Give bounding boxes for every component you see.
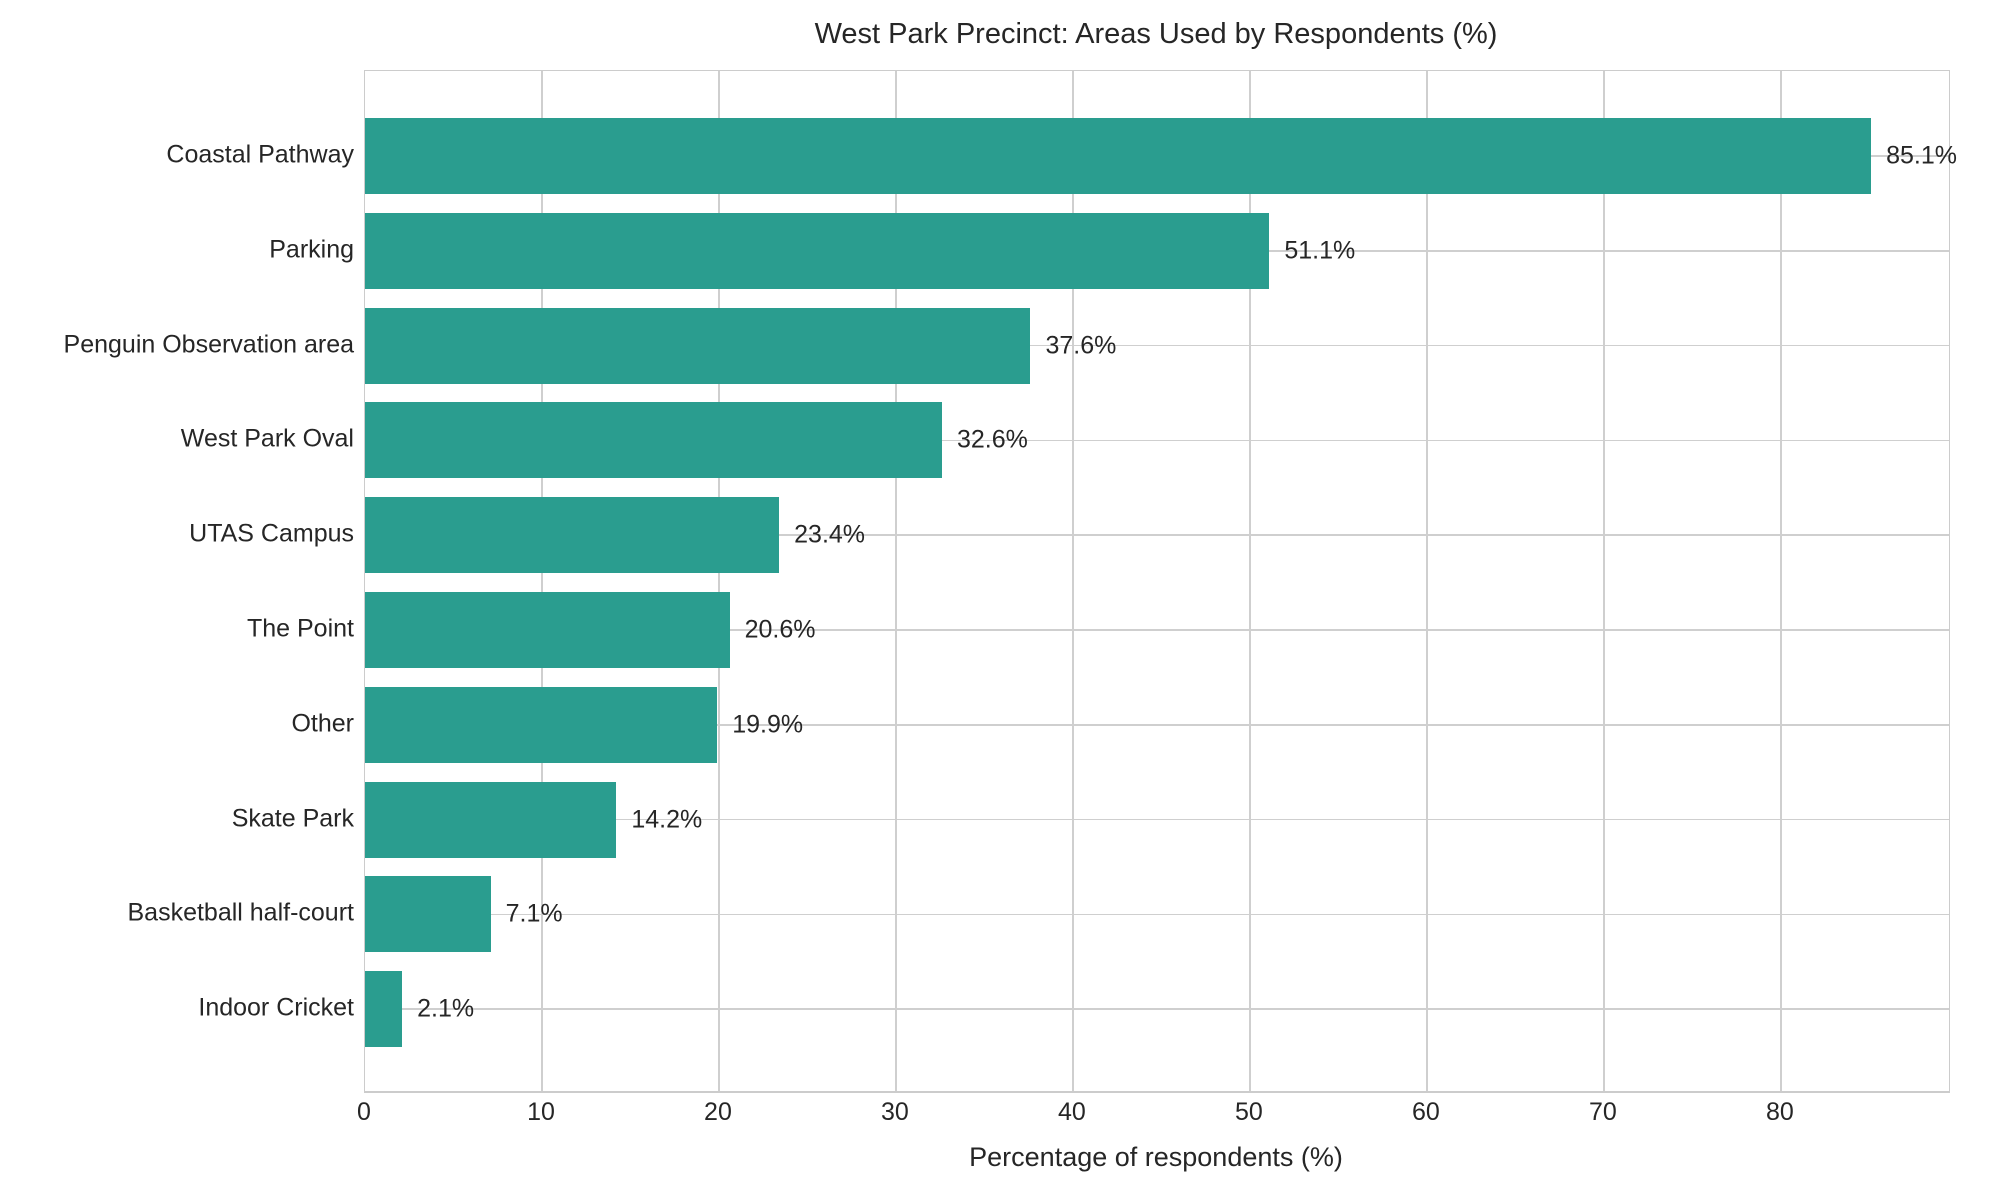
chart-title: West Park Precinct: Areas Used by Respon… bbox=[814, 18, 1498, 50]
value-label: 85.1% bbox=[1886, 141, 1958, 170]
value-label: 7.1% bbox=[505, 899, 563, 928]
bar bbox=[365, 592, 730, 668]
category-label: Parking bbox=[269, 235, 354, 264]
gridline-horizontal bbox=[365, 534, 1949, 536]
x-tick-label: 20 bbox=[704, 1098, 732, 1126]
gridline-vertical bbox=[1249, 71, 1251, 1091]
x-tick-label: 70 bbox=[1588, 1098, 1617, 1126]
category-label: The Point bbox=[246, 614, 354, 643]
x-tick-label: 50 bbox=[1235, 1098, 1263, 1126]
x-axis-label: Percentage of respondents (%) bbox=[969, 1142, 1343, 1172]
bar bbox=[365, 118, 1872, 194]
x-tick-label: 30 bbox=[881, 1098, 909, 1126]
gridline-horizontal bbox=[365, 1008, 1949, 1010]
category-label: Indoor Cricket bbox=[198, 993, 354, 1022]
bar bbox=[365, 781, 617, 858]
bar bbox=[365, 402, 942, 479]
category-label: West Park Oval bbox=[180, 424, 354, 453]
x-tick-label: 40 bbox=[1058, 1098, 1086, 1126]
category-label: Coastal Pathway bbox=[166, 140, 354, 169]
gridline-vertical bbox=[541, 71, 543, 1091]
value-label: 19.9% bbox=[732, 710, 804, 739]
value-label: 2.1% bbox=[417, 994, 475, 1023]
value-label: 23.4% bbox=[794, 520, 866, 549]
value-label: 14.2% bbox=[631, 805, 703, 834]
bar bbox=[365, 497, 780, 574]
gridline-horizontal bbox=[365, 913, 1949, 916]
gridline-horizontal bbox=[365, 724, 1949, 726]
x-tick-label: 80 bbox=[1765, 1098, 1794, 1126]
value-label: 20.6% bbox=[744, 615, 816, 644]
x-tick-label: 60 bbox=[1411, 1098, 1440, 1126]
category-label: Penguin Observation area bbox=[63, 330, 354, 359]
bar bbox=[365, 212, 1270, 289]
gridline-vertical bbox=[895, 71, 897, 1091]
value-label: 37.6% bbox=[1045, 331, 1117, 360]
gridline-horizontal bbox=[365, 344, 1949, 347]
category-label: Skate Park bbox=[231, 804, 354, 833]
gridline-horizontal bbox=[365, 818, 1949, 821]
plot-area: 85.1% 51.1% 37.6% 32.6% 23.4% 20.6% 19.9% 14.2%… bbox=[364, 70, 1957, 1093]
gridline-vertical bbox=[1780, 71, 1782, 1091]
category-label: UTAS Campus bbox=[189, 519, 354, 548]
bar bbox=[365, 876, 491, 953]
x-tick-label: 10 bbox=[527, 1098, 555, 1126]
gridline-horizontal bbox=[365, 439, 1949, 442]
gridline-horizontal bbox=[365, 629, 1949, 631]
x-tick-label: 0 bbox=[357, 1098, 371, 1126]
bar bbox=[365, 307, 1031, 384]
gridline-vertical bbox=[1072, 71, 1074, 1091]
value-label: 32.6% bbox=[956, 425, 1028, 454]
bar bbox=[365, 686, 718, 763]
gridline-vertical bbox=[718, 71, 720, 1091]
bar bbox=[365, 971, 403, 1048]
gridline-vertical bbox=[1603, 71, 1605, 1091]
gridline-vertical bbox=[1426, 71, 1428, 1091]
category-label: Other bbox=[291, 709, 354, 738]
category-label: Basketball half-court bbox=[127, 898, 354, 927]
value-label: 51.1% bbox=[1284, 236, 1356, 265]
